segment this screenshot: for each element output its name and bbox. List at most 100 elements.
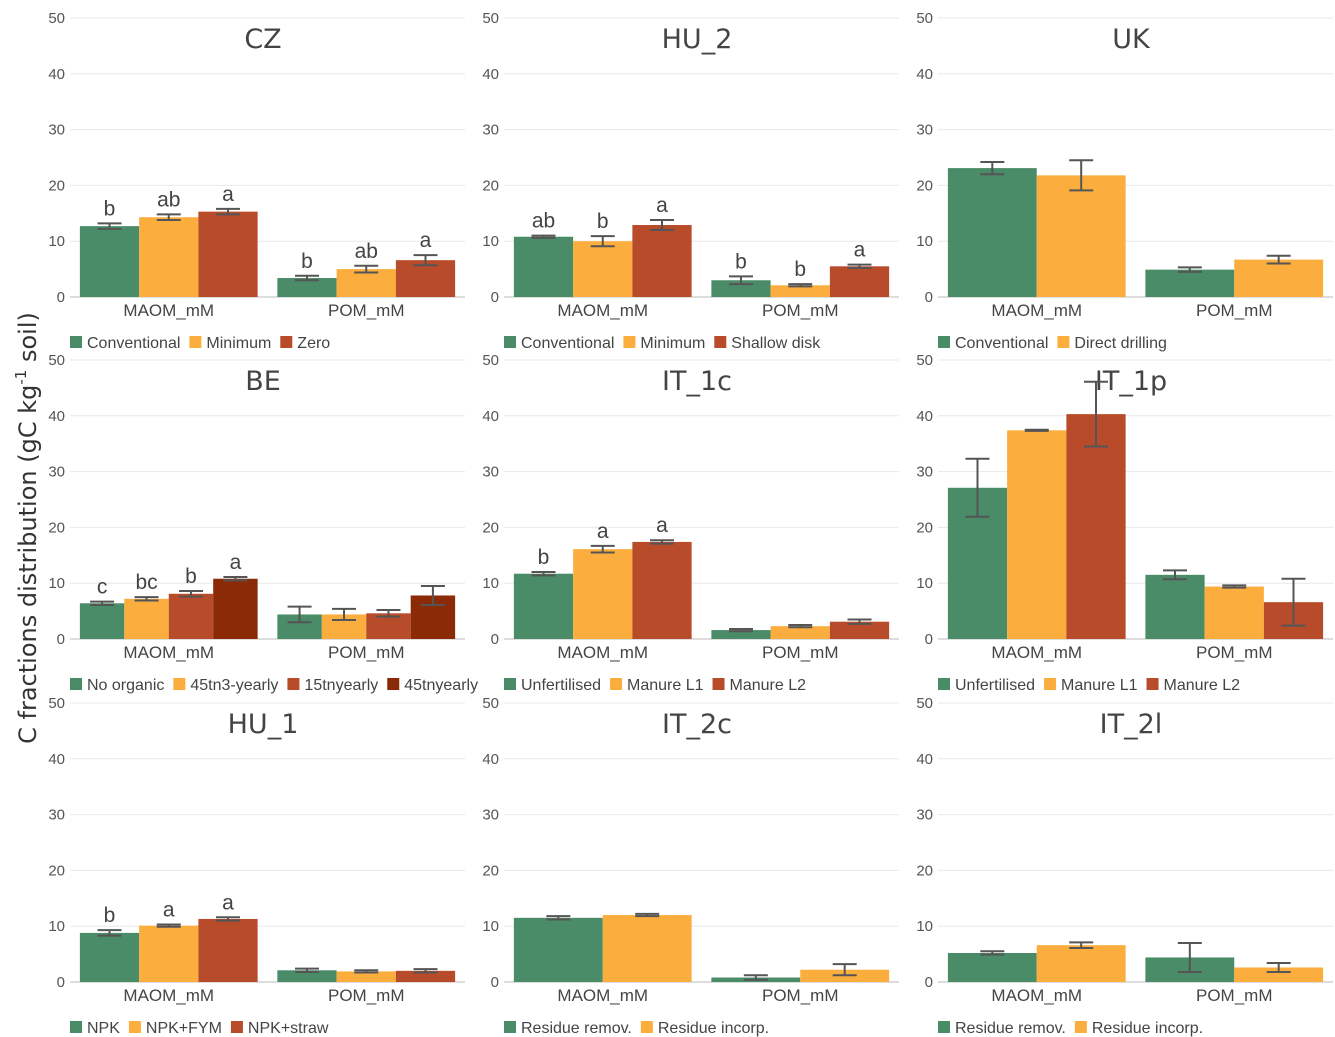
- legend-swatch: [173, 678, 186, 690]
- chart-panel-hu-2: 0 10 20 30 40 50 HU_2ab b a MAOM_mM b b a POM_mM Conve…: [482, 10, 899, 352]
- legend-label: Conventional: [955, 335, 1048, 352]
- y-tick-label: 50: [916, 352, 933, 369]
- panel-title: IT_2l: [1100, 709, 1163, 740]
- y-tick-label: 10: [916, 575, 933, 592]
- chart-panel-it-1c: 0 10 20 30 40 50 IT_1cb a a MAOM_mM POM_mM Unfertil…: [482, 352, 899, 694]
- legend-label: Conventional: [521, 335, 614, 352]
- legend-label: NPK+FYM: [146, 1020, 222, 1037]
- y-tick-label: 30: [48, 464, 65, 481]
- significance-letter: a: [656, 514, 668, 537]
- panel-title: CZ: [244, 24, 281, 55]
- y-tick-label: 10: [482, 233, 499, 250]
- y-tick-label: 0: [925, 974, 933, 991]
- legend-swatch: [938, 678, 950, 690]
- significance-letter: a: [854, 239, 866, 262]
- y-tick-label: 20: [48, 519, 65, 536]
- bar: [1066, 414, 1126, 639]
- x-tick-label: POM_mM: [1196, 643, 1273, 662]
- x-tick-label: POM_mM: [762, 643, 839, 662]
- y-tick-label: 30: [48, 122, 65, 139]
- legend-label: Zero: [297, 335, 330, 352]
- bar: [632, 225, 692, 297]
- y-tick-label: 40: [916, 66, 933, 83]
- bar: [711, 280, 771, 297]
- legend-label: Residue incorp.: [658, 1020, 769, 1037]
- legend-label: 45tnyearly: [404, 677, 478, 694]
- bar: [395, 970, 456, 982]
- significance-letter: a: [230, 551, 242, 574]
- legend-swatch: [714, 336, 727, 348]
- x-tick-label: POM_mM: [762, 986, 839, 1005]
- significance-letter: a: [656, 194, 668, 217]
- legend-label: Unfertilised: [955, 677, 1035, 694]
- legend-swatch: [938, 336, 950, 348]
- x-tick-label: MAOM_mM: [123, 301, 214, 320]
- legend-label: Manure L2: [1164, 677, 1241, 694]
- significance-letter: b: [735, 250, 747, 273]
- bar: [770, 285, 830, 297]
- significance-letter: b: [597, 210, 609, 233]
- bar: [1204, 586, 1264, 639]
- x-tick-label: MAOM_mM: [991, 986, 1082, 1005]
- legend-label: Manure L1: [1061, 677, 1138, 694]
- y-tick-label: 30: [482, 807, 499, 824]
- y-tick-label: 0: [925, 631, 933, 648]
- y-tick-label: 10: [48, 918, 65, 935]
- y-tick-label: 20: [482, 519, 499, 536]
- y-tick-label: 50: [916, 10, 933, 27]
- chart-panel-be: 0 10 20 30 40 50 BE c bc b a MAOM_mM POM_mM No organi…: [48, 352, 478, 694]
- legend-label: 45tn3-yearly: [190, 677, 278, 694]
- significance-letter: a: [222, 183, 234, 206]
- y-tick-label: 10: [916, 918, 933, 935]
- y-tick-label: 40: [48, 408, 65, 425]
- legend-label: Unfertilised: [521, 677, 601, 694]
- bar: [139, 925, 199, 982]
- bar: [602, 915, 692, 982]
- legend-swatch: [1146, 678, 1159, 690]
- bar: [573, 549, 633, 639]
- y-tick-label: 30: [916, 464, 933, 481]
- y-tick-label: 40: [48, 751, 65, 768]
- legend-swatch: [1044, 678, 1057, 690]
- significance-letter: ab: [355, 240, 378, 263]
- x-tick-label: POM_mM: [328, 986, 405, 1005]
- y-tick-label: 10: [482, 575, 499, 592]
- legend-swatch: [387, 678, 400, 690]
- chart-panel-it-2l: 0 10 20 30 40 50 IT_2l MAOM_mM POM_mM Residue rem…: [916, 695, 1333, 1037]
- x-tick-label: MAOM_mM: [991, 643, 1082, 662]
- bar: [1145, 269, 1235, 297]
- panel-title: IT_1c: [662, 366, 732, 397]
- legend-swatch: [504, 336, 516, 348]
- legend-swatch: [70, 1021, 82, 1033]
- bar: [336, 971, 396, 982]
- bar: [632, 541, 692, 639]
- significance-letter: a: [420, 229, 432, 252]
- bar: [168, 593, 214, 639]
- y-tick-label: 0: [491, 974, 499, 991]
- bar: [79, 932, 140, 982]
- x-tick-label: MAOM_mM: [123, 986, 214, 1005]
- y-tick-label: 0: [925, 289, 933, 306]
- y-tick-label: 0: [57, 974, 65, 991]
- legend-label: Conventional: [87, 335, 180, 352]
- x-tick-label: MAOM_mM: [557, 301, 648, 320]
- significance-letter: b: [538, 546, 550, 569]
- legend-label: NPK: [87, 1020, 120, 1037]
- legend-label: Minimum: [640, 335, 705, 352]
- bar: [1234, 967, 1324, 982]
- y-tick-label: 50: [48, 695, 65, 712]
- x-tick-label: POM_mM: [762, 301, 839, 320]
- bar: [770, 626, 830, 639]
- y-tick-label: 20: [48, 177, 65, 194]
- y-tick-label: 0: [57, 289, 65, 306]
- y-tick-label: 40: [482, 408, 499, 425]
- x-tick-label: POM_mM: [1196, 986, 1273, 1005]
- legend-label: Shallow disk: [731, 335, 821, 352]
- significance-letter: a: [597, 520, 609, 543]
- y-tick-label: 50: [482, 10, 499, 27]
- bar: [213, 578, 258, 639]
- bar: [829, 266, 890, 297]
- y-tick-label: 50: [482, 352, 499, 369]
- significance-letter: ab: [532, 210, 555, 233]
